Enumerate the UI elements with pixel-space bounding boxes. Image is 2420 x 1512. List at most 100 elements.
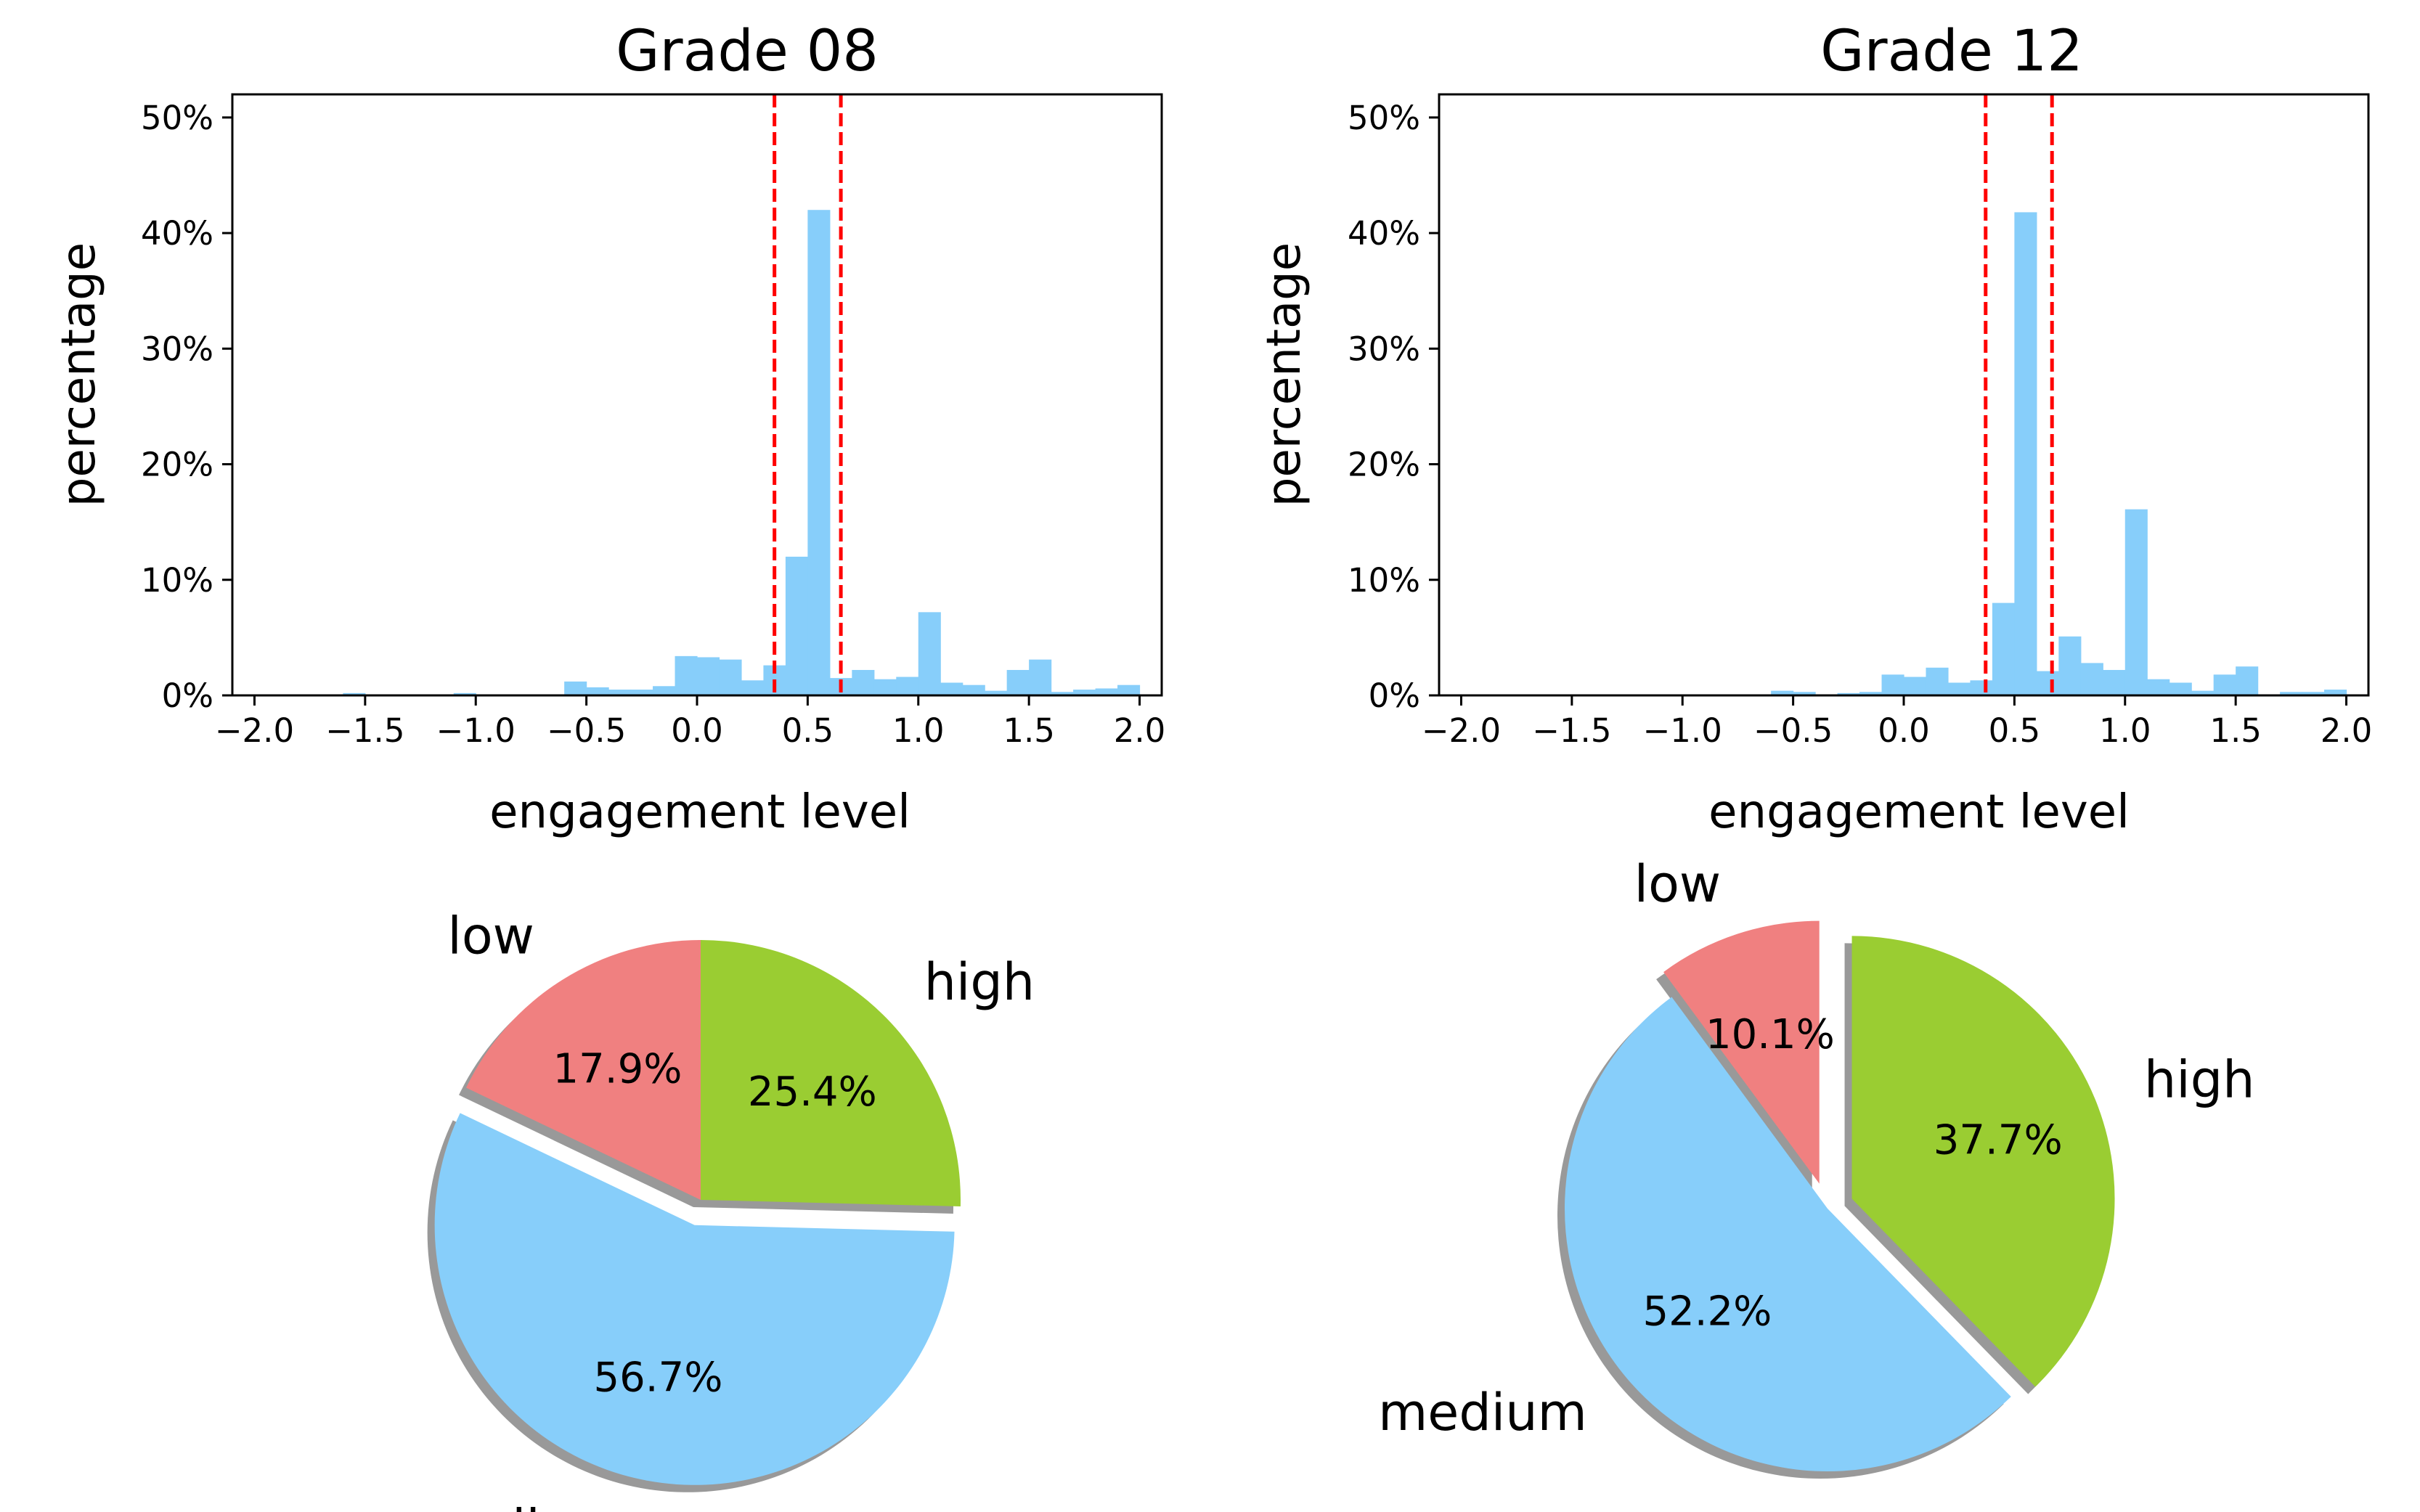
plot-area: −2.0 −1.5 −1.0 −0.5 0.0 0.5 1.0 1.5 2.0 0% 10% 20% 3… [141, 93, 1166, 750]
histogram-bar [1947, 682, 1971, 695]
histogram-bar [1006, 669, 1030, 695]
y-tick-label: 0% [162, 677, 213, 715]
pie-slice-high [1851, 936, 2115, 1387]
pie-percent-high: 37.7% [1934, 1117, 2063, 1164]
histogram-bar [2147, 679, 2170, 695]
y-tick-label: 40% [141, 214, 213, 253]
y-tick-label: 10% [141, 561, 213, 600]
histogram-bar [1859, 692, 1883, 695]
histogram-bar [1881, 674, 1904, 695]
histogram-bar [564, 681, 587, 695]
chart-title: Grade 08 [616, 19, 879, 84]
pie-grade-08: high 25.4% medium 56.7% low 17.9% [413, 907, 1035, 1512]
histogram-grade-08: Grade 08 percentage engagement level −2.… [52, 19, 1165, 839]
histogram-bar [2236, 666, 2259, 695]
histogram-bar [940, 682, 963, 695]
histogram-bar [852, 669, 875, 695]
histogram-bar [608, 690, 632, 695]
x-tick-label: −1.0 [436, 711, 516, 750]
histogram-bar [918, 612, 941, 695]
histogram-bar [2169, 682, 2192, 695]
histogram-bar [741, 680, 765, 695]
y-tick-label: 20% [1348, 446, 1420, 484]
pie-slice-medium [1565, 997, 2011, 1471]
x-tick-label: −1.5 [1532, 711, 1611, 750]
x-tick-label: −0.5 [547, 711, 626, 750]
x-tick-label: −0.5 [1753, 711, 1833, 750]
x-axis-label: engagement level [489, 785, 910, 839]
histogram-bar [1073, 690, 1096, 695]
y-tick-label: 50% [141, 99, 213, 137]
y-tick-label: 10% [1348, 561, 1420, 600]
x-tick-label: 1.5 [1003, 711, 1055, 750]
pie-percent-low: 10.1% [1706, 1011, 1835, 1058]
y-tick-label: 20% [141, 446, 213, 484]
histogram-bar [2080, 663, 2103, 695]
pie-label-low: low [447, 907, 534, 966]
chart-title: Grade 12 [1820, 19, 2083, 84]
histogram-bar [807, 210, 831, 695]
plot-area: −2.0 −1.5 −1.0 −0.5 0.0 0.5 1.0 1.5 2.0 0% 10% 20% 3… [1348, 93, 2373, 750]
x-tick-label: 1.0 [2099, 711, 2151, 750]
x-tick-label: 0.0 [671, 711, 723, 750]
histogram-bar [2058, 636, 2082, 695]
histogram-bar [2280, 692, 2303, 695]
y-tick-label: 40% [1348, 214, 1420, 253]
histogram-bar [2103, 669, 2126, 695]
y-tick-label: 50% [1348, 99, 1420, 137]
histogram-bar [343, 692, 366, 695]
histogram-bar [697, 657, 720, 695]
y-tick-label: 30% [1348, 330, 1420, 368]
x-tick-label: −1.5 [325, 711, 404, 750]
histogram-bar [1970, 680, 1993, 695]
histogram-bar [785, 556, 808, 695]
histogram-bar [1051, 692, 1074, 695]
histogram-bar [586, 687, 609, 695]
histogram-bar [653, 686, 676, 695]
histogram-bar [719, 659, 742, 695]
histogram-bar [985, 690, 1008, 695]
histogram-bar [2324, 690, 2347, 695]
y-axis-label: percentage [52, 242, 106, 507]
x-tick-label: −2.0 [215, 711, 294, 750]
x-tick-label: 2.0 [1114, 711, 1166, 750]
pie-percent-low: 17.9% [553, 1045, 683, 1092]
x-tick-label: 0.5 [782, 711, 834, 750]
histogram-bar [630, 690, 653, 695]
histogram-bar [2014, 212, 2037, 695]
x-tick-label: −2.0 [1422, 711, 1501, 750]
pie-slice-low [466, 940, 701, 1200]
pie-grade-12: high 37.7% medium 52.2% low 10.1% [1378, 854, 2255, 1479]
histogram-grade-12: Grade 12 percentage engagement level −2.… [1258, 19, 2372, 839]
histogram-bar [1117, 685, 1141, 695]
histogram-bar [1029, 659, 1052, 695]
histogram-bar [1992, 602, 2015, 695]
x-tick-label: 0.5 [1989, 711, 2041, 750]
pie-percent-medium: 52.2% [1642, 1288, 1772, 1336]
histogram-bar [2213, 674, 2236, 695]
histogram-bar [1771, 690, 1794, 695]
y-tick-label: 30% [141, 330, 213, 368]
pie-label-medium: medium [413, 1499, 622, 1512]
pie-label-high: high [924, 952, 1035, 1012]
histogram-bar [1837, 692, 1860, 695]
pie-slice-medium [434, 1113, 955, 1485]
y-tick-label: 0% [1369, 677, 1420, 715]
y-axis-label: percentage [1258, 242, 1311, 507]
histogram-bar [1904, 677, 1927, 695]
pie-percent-high: 25.4% [748, 1068, 877, 1116]
pie-label-low: low [1634, 854, 1722, 914]
x-tick-label: 2.0 [2321, 711, 2373, 750]
histogram-bar [2124, 509, 2148, 695]
x-tick-label: 0.0 [1878, 711, 1930, 750]
x-axis-label: engagement level [1708, 785, 2130, 839]
pie-slice-high [701, 940, 961, 1206]
x-tick-label: 1.5 [2209, 711, 2262, 750]
pie-percent-medium: 56.7% [594, 1354, 723, 1402]
pie-slice-low [1663, 920, 1820, 1184]
histogram-bar [2302, 692, 2325, 695]
histogram-bar [675, 655, 698, 695]
histogram-bar [453, 692, 476, 695]
histogram-bar [1793, 692, 1816, 695]
